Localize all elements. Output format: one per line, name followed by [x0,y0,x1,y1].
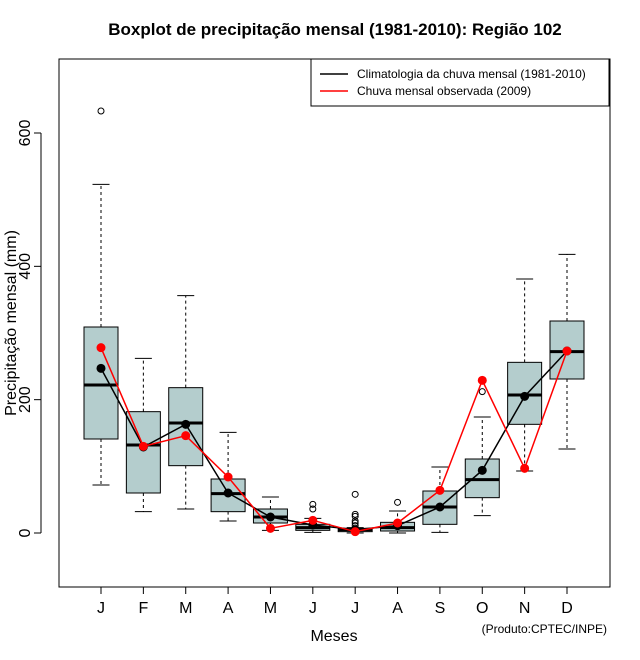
legend-label-climatology: Climatologia da chuva mensal (1981-2010) [357,67,586,81]
outlier-point [351,517,359,525]
x-tick-label-10: N [519,600,531,617]
x-tick-label-7: A [392,600,403,617]
outlier-point [309,505,317,513]
outlier-point [351,490,359,498]
y-axis-label: Precipitação mensal (mm) [3,230,20,416]
observed-point-3 [223,472,233,482]
climatology-point-4 [265,512,275,522]
observed-point-1 [138,441,148,451]
x-tick-label-11: D [561,600,573,617]
observed-point-7 [393,518,403,528]
box-J-0 [83,107,119,486]
observed-line [100,347,568,533]
observed-point-4 [265,523,275,533]
x-tick-label-9: O [476,600,488,617]
outlier-point [309,500,317,508]
box-O-9 [464,388,500,517]
product-credit: (Produto:CPTEC/INPE) [482,622,607,636]
plot-frame [58,58,611,588]
y-tick-label-600: 600 [17,120,34,147]
climatology-point-0 [96,363,106,373]
climatology-point-2 [181,419,191,429]
observed-point-9 [477,375,487,385]
x-tick-label-5: J [309,600,317,617]
outlier-point [97,107,105,115]
climatology-line [100,350,568,531]
observed-point-6 [350,527,360,537]
y-tick-label-200: 200 [17,386,34,413]
observed-point-8 [435,485,445,495]
chart-title: Boxplot de precipitação mensal (1981-201… [108,20,562,39]
legend: Climatologia da chuva mensal (1981-2010)… [310,58,610,107]
x-tick-label-2: M [179,600,192,617]
y-tick-label-400: 400 [17,253,34,280]
observed-point-0 [96,343,106,353]
x-tick-label-6: J [351,600,359,617]
box-M-2 [168,295,204,510]
observed-point-5 [308,515,318,525]
boxes-layer [83,107,585,534]
x-tick-label-8: S [435,600,446,617]
y-axis: 0 200 400 600 [17,120,42,537]
outlier-point [478,388,486,396]
x-tick-label-3: A [223,600,234,617]
climatology-point-3 [223,488,233,498]
box-F-1 [125,357,161,513]
legend-label-observed: Chuva mensal observada (2009) [357,84,531,98]
observed-point-10 [520,463,530,473]
climatology-point-9 [477,465,487,475]
observed-point-11 [562,346,572,356]
x-tick-label-4: M [264,600,277,617]
x-tick-label-1: F [138,600,148,617]
climatology-point-8 [435,502,445,512]
legend-box [310,58,610,107]
outlier-point [351,510,359,518]
observed-point-2 [181,431,191,441]
series-layer [96,343,572,537]
outlier-point [394,498,402,506]
x-tick-label-0: J [97,600,105,617]
y-tick-label-0: 0 [17,528,34,537]
climatology-point-10 [520,391,530,401]
outlier-point [351,512,359,520]
x-axis-label: Meses [310,628,357,645]
